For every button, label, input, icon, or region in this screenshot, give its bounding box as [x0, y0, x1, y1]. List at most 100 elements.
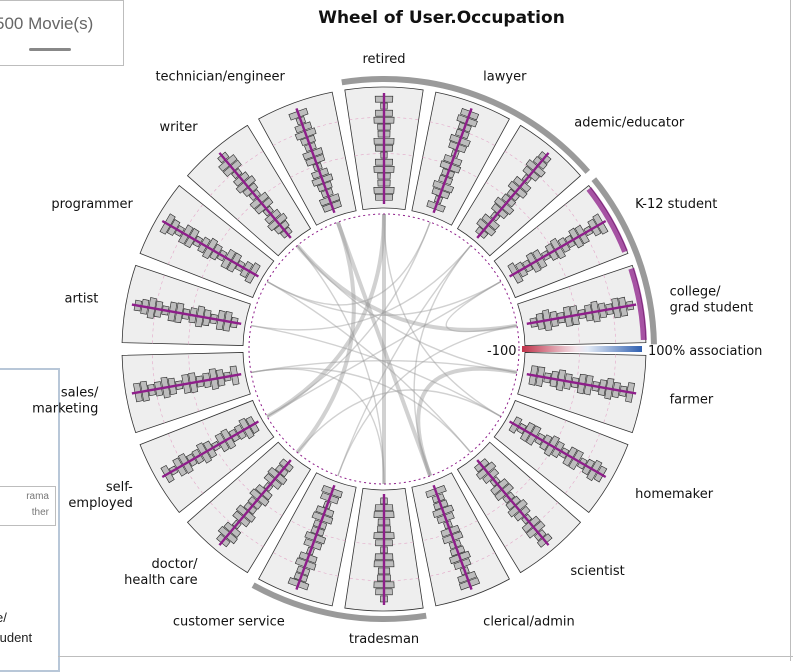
sector-label: clerical/admin [483, 615, 575, 630]
mini-legend-item-2: ther [31, 507, 49, 518]
sector-11[interactable] [186, 441, 312, 574]
panel-border-right [790, 0, 791, 661]
sector-1[interactable] [411, 91, 510, 226]
sector-label-group: retired lawyer ademic/educator K-12 student… [32, 52, 753, 647]
legend-min-label: -100 [487, 344, 517, 359]
sector-grid-ring [536, 226, 567, 278]
sector-7[interactable] [456, 441, 582, 574]
sector-17[interactable] [258, 91, 357, 226]
side-panel-text-1: e/ [0, 610, 7, 625]
chord-link [335, 221, 433, 477]
sector-6[interactable] [493, 399, 629, 514]
sector-label: sales/marketing [32, 385, 99, 416]
chord-link [266, 280, 472, 453]
sector-axis [432, 108, 473, 214]
sector-grid-ring [568, 353, 580, 412]
sector-15[interactable] [139, 184, 275, 299]
chord-link [250, 245, 472, 331]
sector-label: ademic/educator [574, 115, 685, 130]
side-panel: rama ther e/ tudent [0, 368, 60, 672]
sector-label: retired [362, 52, 405, 67]
movie-count-box[interactable]: 500 Movie(s) [0, 0, 124, 66]
sector-label: scientist [570, 564, 624, 579]
sector-label: doctor/health care [124, 557, 198, 588]
sector-label: college/grad student [670, 285, 754, 316]
sector-14[interactable] [121, 264, 251, 346]
sector-grid-ring [188, 353, 200, 412]
chord-link [266, 221, 431, 306]
sector-10[interactable] [258, 472, 357, 607]
chord-links [250, 213, 518, 485]
sector-axis [295, 108, 336, 214]
chord-link [383, 213, 502, 418]
sector-label: technician/engineer [155, 69, 285, 84]
chord-link [296, 389, 502, 453]
sector-4[interactable] [517, 264, 647, 346]
sector-label: programmer [51, 197, 133, 212]
sector-axis [508, 420, 607, 479]
sector-label: artist [65, 292, 99, 307]
chart-title: Wheel of User.Occupation [318, 8, 565, 28]
sector-grid-ring [422, 520, 478, 541]
inner-circle [248, 213, 520, 485]
panel-border-bottom [58, 656, 793, 657]
sector-grid-ring [237, 181, 283, 220]
sector-grid-ring [422, 157, 478, 178]
sector-13[interactable] [121, 352, 251, 434]
sector-label: farmer [670, 392, 714, 407]
sector-axis [526, 303, 637, 326]
sector-label: tradesman [349, 632, 419, 647]
sector-axis [131, 303, 242, 326]
sector-12[interactable] [139, 399, 275, 514]
sector-axis [476, 152, 550, 239]
sector-axis [161, 219, 260, 278]
chord-link [295, 221, 356, 454]
side-panel-text-2: tudent [0, 630, 33, 645]
sector-5[interactable] [517, 352, 647, 434]
sector-grid-ring [290, 520, 346, 541]
sector-axis [218, 152, 292, 239]
sector-0[interactable] [344, 86, 424, 211]
sector-grid-ring [354, 153, 414, 157]
chord-link [295, 244, 518, 332]
sector-axis [161, 420, 260, 479]
sector-grid-ring [354, 541, 414, 545]
chord-link [250, 324, 502, 418]
sector-axis [295, 484, 336, 590]
sector-grid-ring [485, 181, 531, 220]
sector-2[interactable] [456, 124, 582, 257]
sector-axis [508, 219, 607, 278]
sector-grid-ring [201, 420, 232, 472]
movie-count-label: 500 Movie(s) [0, 14, 94, 33]
chord-link [337, 245, 472, 477]
sector-axis [526, 372, 637, 395]
association-legend: -100 100% association [487, 344, 762, 359]
sector-16[interactable] [186, 124, 312, 257]
outer-arc-2 [251, 582, 427, 622]
mini-legend-item-1: rama [26, 491, 49, 502]
sector-grid-ring [536, 420, 567, 472]
outer-arc-1 [591, 177, 657, 345]
sector-label: writer [160, 120, 199, 135]
sector-9[interactable] [344, 487, 424, 612]
outer-arc-group [251, 76, 657, 622]
sector-grid-ring [290, 157, 346, 178]
sector-grid-ring [568, 286, 580, 345]
chord-link [296, 245, 385, 485]
chord-link [445, 280, 518, 333]
chord-link [416, 366, 518, 477]
mini-legend-box[interactable]: rama ther [0, 486, 56, 526]
chord-link [413, 245, 472, 477]
sector-label: lawyer [483, 69, 527, 84]
chord-link [296, 245, 518, 374]
chord-link [250, 360, 518, 374]
highlight-arc-3 [586, 187, 628, 253]
chord-link [266, 280, 502, 418]
association-gradient-bar [522, 346, 642, 352]
movie-count-bar [29, 48, 71, 51]
sector-grid-ring [485, 478, 531, 517]
sector-axis [476, 459, 550, 546]
sector-label: homemaker [635, 487, 714, 502]
sector-8[interactable] [411, 472, 510, 607]
